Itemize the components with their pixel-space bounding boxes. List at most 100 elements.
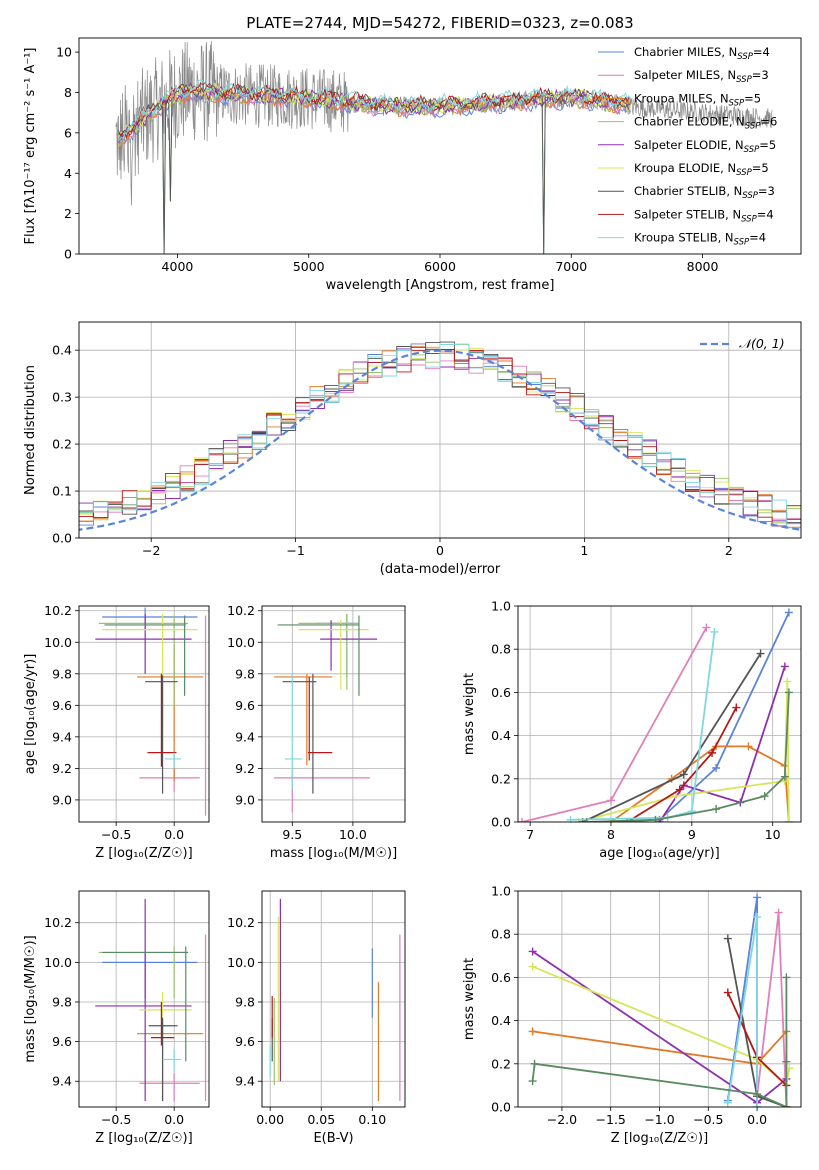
y-axis-label: mass weight <box>462 958 477 1040</box>
series-marker-salpeter_miles <box>606 796 615 805</box>
x-tick-label: 0.0 <box>164 827 184 842</box>
y-tick-label: 9.4 <box>52 1074 72 1089</box>
plot-area <box>262 606 405 822</box>
axes-frame <box>261 890 406 1108</box>
y-tick-label: 0.6 <box>491 970 511 985</box>
series-marker-chabrier_stelib <box>679 770 688 779</box>
legend-label: Chabrier STELIB, N <box>634 184 742 198</box>
panel-residuals: −2 −1 0 1 2 0.0 0.1 0.2 0.3 0.4 (data-model)/error… <box>23 321 802 577</box>
spectrum-title: PLATE=2744, MJD=54272, FIBERID=0323, z=0… <box>246 14 633 32</box>
y-tick-label: 0.4 <box>491 1013 511 1028</box>
y-tick-label: 0.2 <box>491 1056 511 1071</box>
plot-area <box>79 606 209 822</box>
y-tick-label: 9.6 <box>52 698 72 713</box>
series-marker-kroupa_stelib <box>753 912 762 921</box>
series-marker-green_line <box>753 1090 762 1099</box>
legend-sub: SSP <box>736 168 752 178</box>
y-tick-label: 10.0 <box>44 955 72 970</box>
legend-entry: Chabrier MILES, NSSP=4 <box>634 45 770 62</box>
x-tick-label: −0.5 <box>101 827 131 842</box>
legend-label: Salpeter STELIB, N <box>634 207 741 221</box>
series-marker-kroupa_miles <box>744 742 753 751</box>
x-axis-label: age [log₁₀(age/yr)] <box>599 846 720 861</box>
normal-curve-line <box>79 349 801 531</box>
panel-mass_vs_ebv: 0.00 0.05 0.10 9.4 9.6 9.8 10.0 10.2 E(B-V) <box>227 890 406 1146</box>
x-tick-label: 8 <box>607 827 615 842</box>
x-tick-label: 0 <box>436 543 444 558</box>
legend-entry: Salpeter STELIB, NSSP=4 <box>634 207 774 224</box>
panel-massweight_vs_Z: −2.0 −1.5 −1.0 −0.5 0.0 0.0 0.2 0.4 0.6 0.8 1.0 Z [… <box>462 884 802 1146</box>
y-axis-label: age [log₁₀(age/yr)] <box>23 654 38 775</box>
x-tick-label: 6000 <box>424 259 456 274</box>
legend-label: Salpeter MILES, N <box>634 68 736 82</box>
x-tick-label: −2.0 <box>547 1112 577 1127</box>
legend-sub: SSP <box>729 98 745 108</box>
x-axis-label: Z [log₁₀(Z/Z☉)] <box>95 1131 192 1146</box>
y-tick-label: 0.3 <box>52 390 72 405</box>
x-tick-label: 0.0 <box>747 1112 767 1127</box>
y-tick-label: 10.2 <box>44 603 72 618</box>
y-axis-label: mass weight <box>462 673 477 755</box>
series-marker-salpeter_stelib <box>675 785 684 794</box>
x-tick-label: 0.05 <box>307 1112 335 1127</box>
y-tick-label: 9.6 <box>235 1034 255 1049</box>
y-tick-label: 1.0 <box>491 884 511 899</box>
series-marker-salpeter_stelib <box>732 703 741 712</box>
y-tick-label: 0.2 <box>491 771 511 786</box>
y-tick-label: 10.0 <box>227 955 255 970</box>
histogram-kroupa_stelib <box>79 343 801 530</box>
series-marker-kroupa_elodie <box>528 962 537 971</box>
axes-frame <box>78 321 802 539</box>
series-marker-green_line <box>784 688 793 697</box>
y-tick-label: 4 <box>64 166 72 181</box>
spectrum-legend: Chabrier MILES, NSSP=4 Salpeter MILES, N S… <box>598 45 777 248</box>
x-tick-label: 7000 <box>555 259 587 274</box>
legend-n: =3 <box>752 68 769 82</box>
x-axis-label: E(B-V) <box>313 1131 353 1146</box>
y-tick-label: 9.6 <box>52 1034 72 1049</box>
legend-n: =5 <box>744 91 761 105</box>
model-spectrum-kroupa_stelib <box>118 78 631 142</box>
y-tick-label: 0.0 <box>52 531 72 546</box>
legend-n: =3 <box>758 184 775 198</box>
legend-n: =6 <box>760 115 777 129</box>
panel-age_vs_mass: 9.5 10.0 9.0 9.2 9.4 9.6 9.8 10.0 10.2 mass [log₁… <box>227 603 406 861</box>
series-line-salpeter_stelib <box>626 707 738 822</box>
x-tick-label: −1 <box>286 543 304 558</box>
panel-massweight_vs_age: 7 8 9 10 0.0 0.2 0.4 0.6 0.8 1.0 age [log₁₀(age/yr… <box>462 599 802 861</box>
axes-frame <box>517 890 802 1108</box>
legend-sub: SSP <box>741 214 757 224</box>
x-tick-label: 5000 <box>293 259 325 274</box>
legend-n: =5 <box>752 161 769 175</box>
y-tick-label: 0.2 <box>52 437 72 452</box>
legend-label: Kroupa ELODIE, N <box>634 161 736 175</box>
y-tick-label: 1.0 <box>491 599 511 614</box>
x-tick-label: −0.5 <box>693 1112 723 1127</box>
x-tick-label: 0.0 <box>164 1112 184 1127</box>
y-tick-label: 9.8 <box>52 666 72 681</box>
plot-area <box>518 606 801 822</box>
legend-sub: SSP <box>734 238 750 248</box>
y-tick-label: 0.8 <box>491 927 511 942</box>
legend-sub: SSP <box>744 145 760 155</box>
x-axis-label: (data-model)/error <box>380 562 501 577</box>
series-marker-kroupa_stelib <box>566 815 575 822</box>
x-tick-label: 10 <box>765 827 781 842</box>
series-marker-kroupa_stelib <box>723 1098 732 1107</box>
x-tick-label: −2 <box>142 543 160 558</box>
y-tick-label: 9.8 <box>52 994 72 1009</box>
series-marker-chabrier_stelib <box>723 934 732 943</box>
y-axis-label: mass [log₁₀(M/M☉)] <box>23 935 38 1062</box>
x-axis-label: wavelength [Angstrom, rest frame] <box>326 278 555 293</box>
x-axis-label: mass [log₁₀(M/M☉)] <box>270 846 397 861</box>
panel-mass_vs_Z: −0.5 0.0 9.4 9.6 9.8 10.0 10.2 Z [log₁₀(Z/Z☉)] m… <box>23 890 210 1146</box>
legend-entry: 𝒩(0, 1) <box>739 336 785 351</box>
axes-frame <box>78 890 210 1108</box>
x-tick-label: 9.5 <box>282 827 302 842</box>
x-tick-label: 4000 <box>162 259 194 274</box>
legend-entry: Kroupa MILES, NSSP=5 <box>634 91 761 108</box>
axes-frame <box>261 605 406 823</box>
x-tick-label: 0.00 <box>256 1112 284 1127</box>
y-tick-label: 9.8 <box>235 994 255 1009</box>
